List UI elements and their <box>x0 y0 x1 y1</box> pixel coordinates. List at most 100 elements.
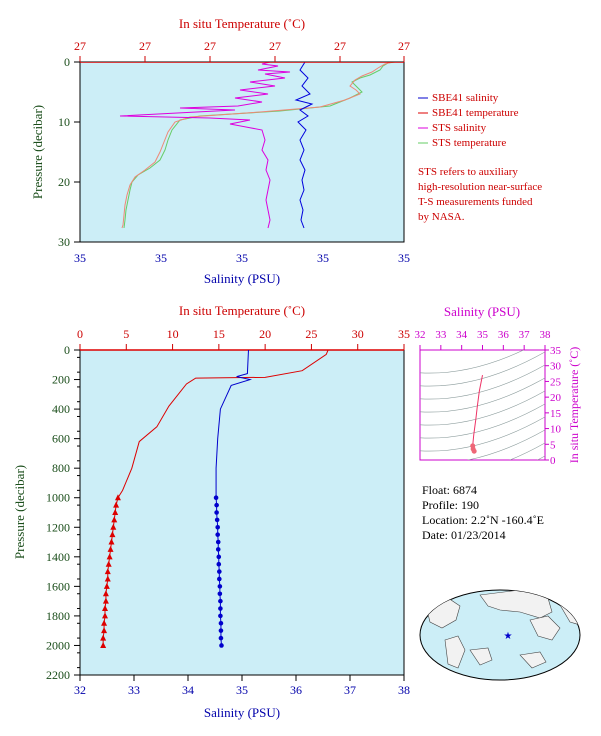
temperature-marker <box>110 523 117 530</box>
ts-sal-tick: 36 <box>498 329 510 341</box>
legend-sts-salinity: STS salinity <box>432 122 487 134</box>
profile-number: Profile: 190 <box>422 498 479 512</box>
top-pressure-tick: 20 <box>58 175 70 189</box>
main-temp-tick: 30 <box>352 327 364 341</box>
top-profiles <box>80 62 404 229</box>
temperature-marker <box>112 509 119 515</box>
top-sal-tick: 35 <box>398 251 410 265</box>
ts-temp-tick: 5 <box>550 439 556 451</box>
top-pressure-tick: 30 <box>58 235 70 249</box>
ts-temp-tick: 15 <box>550 408 562 420</box>
top-sal-tick: 35 <box>155 251 167 265</box>
salinity-marker <box>219 643 224 648</box>
ts-sal-tick: 35 <box>477 329 489 341</box>
ts-temp-tick: 25 <box>550 376 562 388</box>
salinity-marker <box>216 561 222 567</box>
top-temp-tick: 27 <box>74 39 86 53</box>
main-pressure-tick: 400 <box>52 402 70 416</box>
ts-point <box>471 448 477 454</box>
ts-temp-ticks: 0 5 10 15 20 25 30 35 <box>550 345 562 467</box>
float-info: Float: 6874 Profile: 190 Location: 2.2˚N… <box>422 483 544 542</box>
world-map: ★ <box>419 589 581 681</box>
salinity-marker <box>214 502 219 508</box>
temperature-marker <box>106 553 113 560</box>
main-plot-area <box>79 349 405 676</box>
main-sal-tick: 36 <box>290 683 302 697</box>
ts-sal-tick: 38 <box>540 329 552 341</box>
top-temp-tick: 27 <box>139 39 151 53</box>
main-pressure-ticks: 0 200 400 600 800 1000 1200 1400 1600 1800 2000 220… <box>46 343 70 682</box>
main-temp-tick: 10 <box>167 327 179 341</box>
salinity-marker <box>217 584 223 589</box>
ts-tickmarks <box>419 345 549 461</box>
main-sal-axis-label: Salinity (PSU) <box>204 705 280 720</box>
ts-temp-tick: 10 <box>550 424 562 436</box>
ts-temp-axis-label: In situ Temperature (˚C) <box>567 347 581 464</box>
top-pressure-tick: 10 <box>58 115 70 129</box>
salinity-marker <box>218 635 224 641</box>
legend-sts-temperature: STS temperature <box>432 137 506 149</box>
float-location: Location: 2.2˚N -160.4˚E <box>422 513 544 527</box>
top-sal-tick: 35 <box>236 251 248 265</box>
main-sal-tick: 34 <box>182 683 194 697</box>
main-salinity-markers <box>213 495 224 648</box>
profile-date: Date: 01/23/2014 <box>422 528 506 542</box>
float-location-marker: ★ <box>504 631 513 642</box>
top-temp-axis-label: In situ Temperature (˚C) <box>179 16 305 31</box>
ts-sal-tick: 34 <box>456 329 468 341</box>
top-temp-tick: 27 <box>334 39 346 53</box>
ts-density-contours <box>420 350 545 460</box>
main-sal-tick: 38 <box>398 683 410 697</box>
salinity-marker <box>215 532 220 537</box>
main-temp-axis-label: In situ Temperature (˚C) <box>179 303 305 318</box>
ts-temp-tick: 35 <box>550 345 562 357</box>
top-sbe41-temperature-line <box>121 62 393 229</box>
main-pressure-tick: 1600 <box>46 579 70 593</box>
float-id: Float: 6874 <box>422 483 477 497</box>
main-pressure-tickmarks <box>74 349 80 676</box>
main-pressure-tick: 1200 <box>46 520 70 534</box>
top-temp-tick: 27 <box>398 39 410 53</box>
top-pressure-axis-label: Pressure (decibar) <box>30 105 45 199</box>
main-temp-tickmarks <box>79 344 405 350</box>
salinity-marker <box>213 495 219 501</box>
salinity-marker <box>218 598 223 604</box>
temperature-marker <box>113 501 120 508</box>
main-temp-tick: 15 <box>213 327 225 341</box>
legend-sbe41-temperature: SBE41 temperature <box>432 107 519 119</box>
top-temp-tick: 27 <box>204 39 216 53</box>
salinity-marker <box>214 517 220 523</box>
salinity-marker <box>215 547 221 552</box>
main-pressure-tick: 200 <box>52 373 70 387</box>
top-pressure-tickmarks <box>74 61 80 243</box>
temperature-marker <box>107 545 114 552</box>
main-temp-tick: 5 <box>123 327 129 341</box>
ts-sal-tick: 37 <box>519 329 531 341</box>
main-pressure-tick: 1800 <box>46 609 70 623</box>
ts-sal-tick: 32 <box>415 329 426 341</box>
sts-note: STS refers to auxiliary high-resolution … <box>418 166 542 223</box>
salinity-marker <box>216 554 222 560</box>
temperature-marker <box>104 568 111 575</box>
sts-note-line: by NASA. <box>418 211 465 223</box>
temperature-marker <box>102 590 109 597</box>
ts-plot-area <box>419 349 546 461</box>
main-temp-tick: 0 <box>77 327 83 341</box>
top-sal-ticks: 35 35 35 35 35 <box>74 251 410 265</box>
temperature-marker <box>102 597 109 604</box>
top-temp-tickmarks <box>79 56 405 62</box>
ts-sal-ticks: 32 33 34 35 36 37 38 <box>415 329 552 341</box>
temperature-marker <box>104 575 111 582</box>
main-sal-tick: 33 <box>128 683 140 697</box>
main-sal-tick: 35 <box>236 683 248 697</box>
salinity-marker <box>218 613 223 619</box>
main-temp-ticks: 0 5 10 15 20 25 30 35 <box>77 327 410 341</box>
temperature-marker <box>100 634 107 641</box>
top-sal-axis-label: Salinity (PSU) <box>204 271 280 286</box>
top-sbe41-salinity-line <box>294 62 314 229</box>
main-temp-tick: 35 <box>398 327 410 341</box>
main-pressure-tick: 2200 <box>46 668 70 682</box>
salinity-marker <box>217 576 222 582</box>
main-pressure-tick: 1400 <box>46 550 70 564</box>
main-pressure-tick: 1000 <box>46 491 70 505</box>
